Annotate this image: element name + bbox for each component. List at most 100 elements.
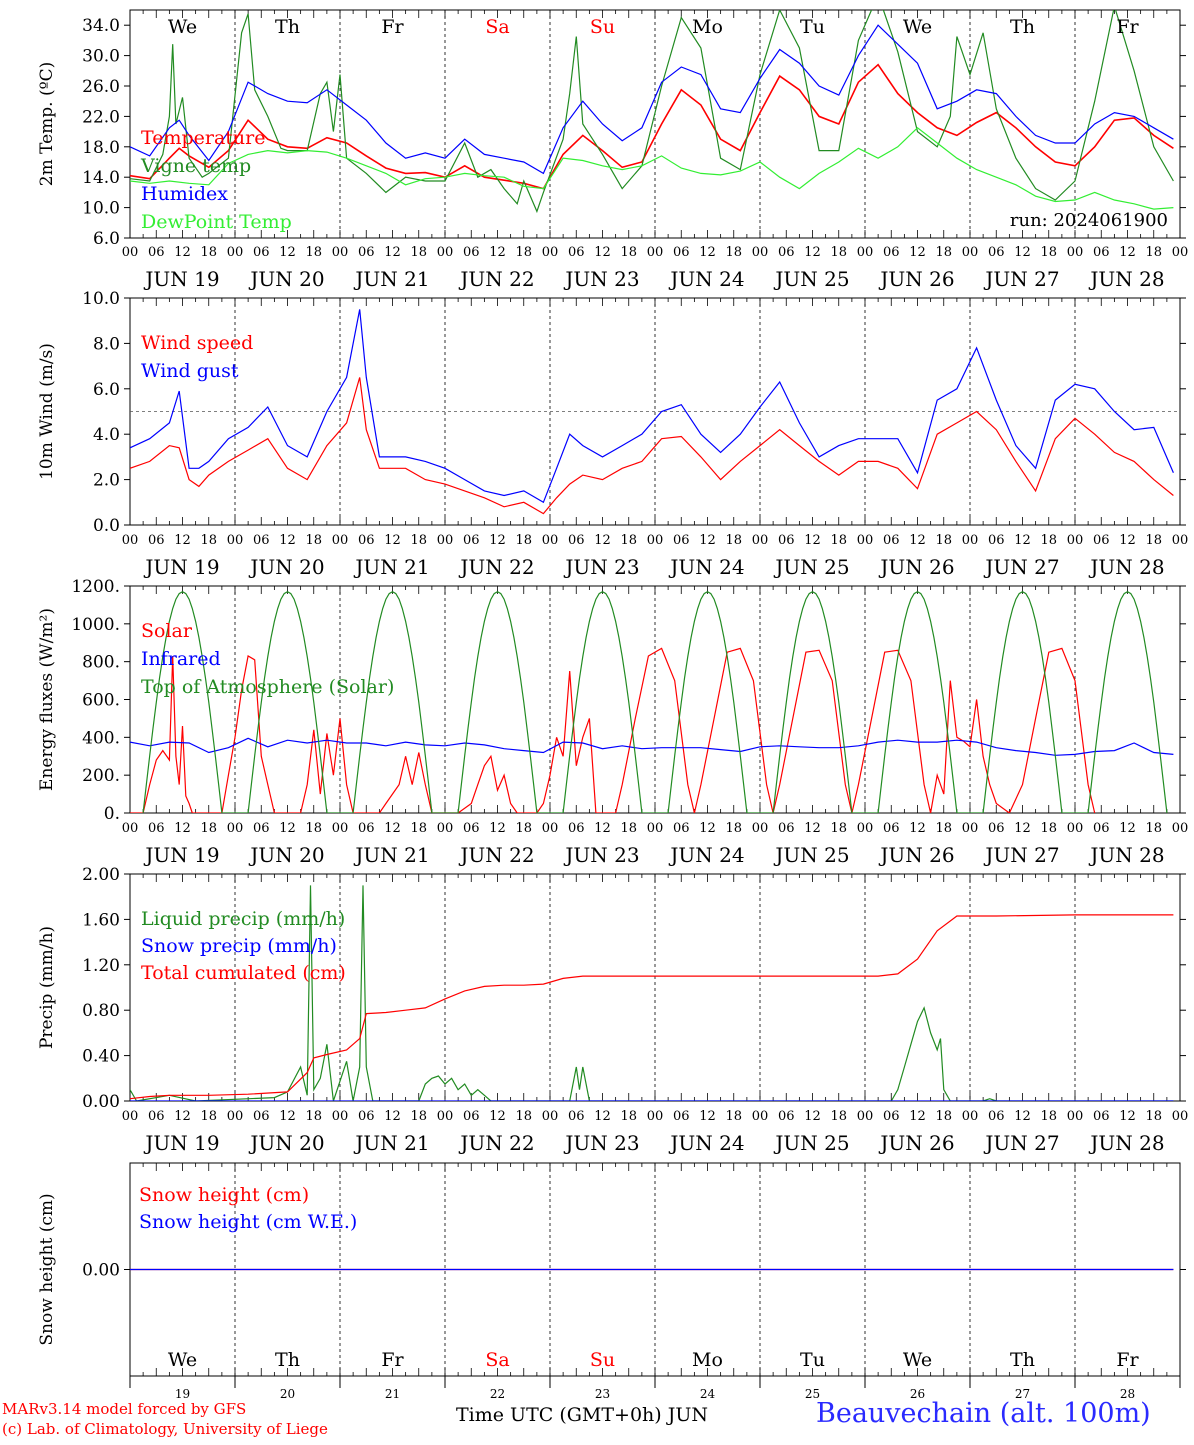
hour-tick-label: 18 (305, 821, 322, 836)
hour-tick-label: 12 (1014, 245, 1031, 260)
hour-tick-label: 06 (568, 821, 585, 836)
hour-tick-label: 00 (227, 533, 244, 548)
lab-credit: (c) Lab. of Climatology, University of L… (2, 1420, 328, 1438)
day-name-bottom: We (903, 1349, 932, 1371)
hour-tick-label: 12 (594, 821, 611, 836)
day-name-top: We (168, 16, 197, 38)
hour-tick-label: 00 (227, 821, 244, 836)
hour-tick-label: 00 (962, 245, 979, 260)
hour-tick-label: 18 (725, 821, 742, 836)
y-tick-label: 30.0 (82, 47, 120, 67)
day-name-bottom: Mo (692, 1349, 723, 1371)
hour-tick-label: 12 (909, 533, 926, 548)
panel-4: 0.00 0.40 0.80 1.20 1.60 2.00 Precip (mm/h) Liq… (37, 865, 1188, 1155)
y-tick-label: 6.0 (93, 229, 120, 249)
hour-tick-label: 06 (148, 533, 165, 548)
hour-tick-label: 06 (358, 533, 375, 548)
hour-tick-label: 06 (358, 1109, 375, 1124)
hour-tick-label: 00 (332, 821, 349, 836)
date-label: JUN 19 (143, 555, 219, 579)
series-liquid-precip-mm-h- (130, 885, 1174, 1101)
hour-tick-label: 00 (857, 1109, 874, 1124)
date-label: JUN 22 (458, 1131, 534, 1155)
hour-tick-label: 12 (384, 533, 401, 548)
hour-tick-label: 06 (463, 533, 480, 548)
date-label: JUN 26 (878, 843, 954, 867)
hour-tick-label: 18 (1145, 245, 1162, 260)
hour-tick-label: 12 (384, 245, 401, 260)
hour-tick-label: 06 (148, 1109, 165, 1124)
hour-tick-label: 18 (410, 533, 427, 548)
day-name-top: Fr (1116, 16, 1139, 38)
hour-tick-label: 06 (778, 821, 795, 836)
hour-tick-label: 06 (778, 245, 795, 260)
hour-tick-label: 06 (463, 821, 480, 836)
hour-tick-label: 12 (1014, 1109, 1031, 1124)
hour-tick-label: 00 (227, 245, 244, 260)
y-axis-label: 10m Wind (m/s) (37, 343, 57, 480)
day-number-label: 20 (280, 1387, 295, 1401)
series-dewpoint-temp (130, 127, 1174, 210)
hour-tick-label: 00 (647, 1109, 664, 1124)
date-label: JUN 20 (248, 1131, 324, 1155)
hour-tick-label: 00 (1067, 821, 1084, 836)
date-label: JUN 28 (1088, 843, 1164, 867)
y-tick-label: 34.0 (82, 16, 120, 36)
y-axis-label: Snow height (cm) (37, 1193, 57, 1345)
hour-tick-label: 18 (620, 245, 637, 260)
hour-tick-label: 00 (1067, 1109, 1084, 1124)
y-tick-label: 200. (82, 766, 120, 786)
day-number-label: 26 (910, 1387, 925, 1401)
date-label: JUN 21 (353, 555, 429, 579)
hour-tick-label: 18 (935, 1109, 952, 1124)
hour-tick-label: 00 (1172, 821, 1189, 836)
x-axis-label: Time UTC (GMT+0h) JUN (456, 1404, 708, 1426)
hour-tick-label: 00 (962, 1109, 979, 1124)
day-number-label: 23 (595, 1387, 610, 1401)
series-infrared (130, 737, 1174, 756)
hour-tick-label: 12 (174, 533, 191, 548)
hour-tick-label: 12 (489, 533, 506, 548)
hour-tick-label: 12 (1119, 245, 1136, 260)
hour-tick-label: 00 (542, 533, 559, 548)
date-label: JUN 27 (983, 843, 1059, 867)
legend-entry: Top of Atmosphere (Solar) (141, 676, 394, 698)
hour-tick-label: 00 (227, 1109, 244, 1124)
hour-tick-label: 06 (883, 245, 900, 260)
date-label: JUN 23 (563, 555, 639, 579)
hour-tick-label: 06 (1093, 1109, 1110, 1124)
hour-tick-label: 00 (857, 533, 874, 548)
day-name-top: Tu (800, 16, 825, 38)
hour-tick-label: 18 (1040, 533, 1057, 548)
day-name-bottom: We (168, 1349, 197, 1371)
y-tick-label: 10.0 (82, 199, 120, 219)
hour-tick-label: 12 (279, 821, 296, 836)
legend-entry: Humidex (141, 183, 228, 205)
panel-3: 0. 200. 400. 600. 800. 1000. 1200. Energy fluxe… (37, 577, 1188, 867)
hour-tick-label: 06 (883, 533, 900, 548)
hour-tick-label: 12 (174, 245, 191, 260)
panel-5: 0.00 Snow height (cm) Snow height (cm) Snow… (37, 1162, 1186, 1377)
hour-tick-label: 12 (804, 1109, 821, 1124)
legend-entry: Snow precip (mm/h) (141, 935, 337, 957)
hour-tick-label: 06 (883, 1109, 900, 1124)
y-tick-label: 2.0 (93, 471, 120, 491)
hour-tick-label: 18 (410, 1109, 427, 1124)
date-label: JUN 21 (353, 843, 429, 867)
hour-tick-label: 00 (332, 1109, 349, 1124)
hour-tick-label: 12 (804, 245, 821, 260)
hour-tick-label: 18 (725, 1109, 742, 1124)
date-label: JUN 22 (458, 267, 534, 291)
hour-tick-label: 00 (962, 821, 979, 836)
hour-tick-label: 00 (857, 821, 874, 836)
legend-entry: Infrared (141, 648, 221, 670)
date-label: JUN 25 (773, 267, 849, 291)
date-label: JUN 20 (248, 267, 324, 291)
legend-entry: Snow height (cm W.E.) (139, 1211, 357, 1233)
date-label: JUN 19 (143, 267, 219, 291)
hour-tick-label: 18 (620, 1109, 637, 1124)
hour-tick-label: 06 (253, 1109, 270, 1124)
hour-tick-label: 18 (1040, 245, 1057, 260)
day-number-label: 22 (490, 1387, 505, 1401)
